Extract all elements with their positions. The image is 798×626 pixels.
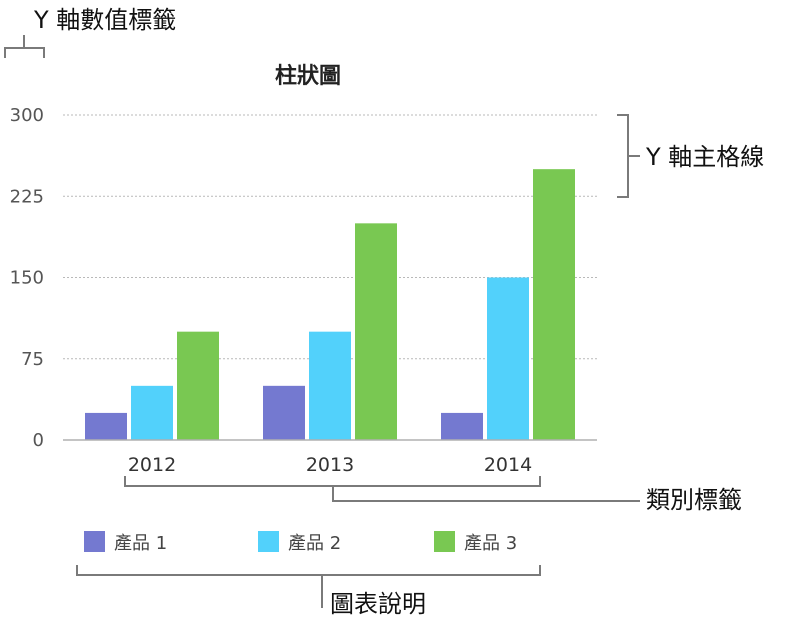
legend-bracket xyxy=(76,565,541,608)
legend-label: 產品 3 xyxy=(464,533,517,554)
category-labels-bracket xyxy=(124,476,640,502)
legend-swatch xyxy=(258,531,279,552)
chart-title: 柱狀圖 xyxy=(275,64,341,89)
bar-2014-series-1 xyxy=(441,412,483,440)
y-tick-label: 225 xyxy=(10,186,44,207)
y-gridlines-bracket xyxy=(617,114,640,198)
bars xyxy=(85,169,575,440)
y-gridlines-annotation: Y 軸主格線 xyxy=(645,143,764,171)
category-label: 2013 xyxy=(306,454,354,476)
legend-annotation: 圖表說明 xyxy=(330,590,426,618)
category-label: 2012 xyxy=(128,454,176,476)
y-tick-labels: 0 75 150 225 300 xyxy=(10,105,44,451)
y-tick-label: 300 xyxy=(10,105,44,126)
bar-2013-series-3 xyxy=(355,223,397,440)
bar-2014-series-2 xyxy=(487,277,529,440)
bar-2013-series-2 xyxy=(309,331,351,440)
category-labels: 2012 2013 2014 xyxy=(128,454,532,476)
bar-2014-series-3 xyxy=(533,169,575,440)
legend-swatch xyxy=(434,531,455,552)
y-tick-label: 0 xyxy=(33,430,44,451)
bar-2012-series-1 xyxy=(85,412,127,440)
bar-2012-series-3 xyxy=(177,331,219,440)
legend-label: 產品 2 xyxy=(288,533,341,554)
bar-2013-series-1 xyxy=(263,385,305,440)
legend-label: 產品 1 xyxy=(114,533,167,554)
bar-2012-series-2 xyxy=(131,385,173,440)
legend-swatch xyxy=(84,531,105,552)
y-value-labels-annotation: Y 軸數值標籤 xyxy=(33,6,176,34)
category-labels-annotation: 類別標籤 xyxy=(646,486,742,514)
y-tick-label: 150 xyxy=(10,268,44,289)
category-label: 2014 xyxy=(484,454,532,476)
legend: 產品 1 產品 2 產品 3 xyxy=(84,531,517,554)
y-value-labels-bracket xyxy=(4,35,45,58)
y-tick-label: 75 xyxy=(21,349,44,370)
